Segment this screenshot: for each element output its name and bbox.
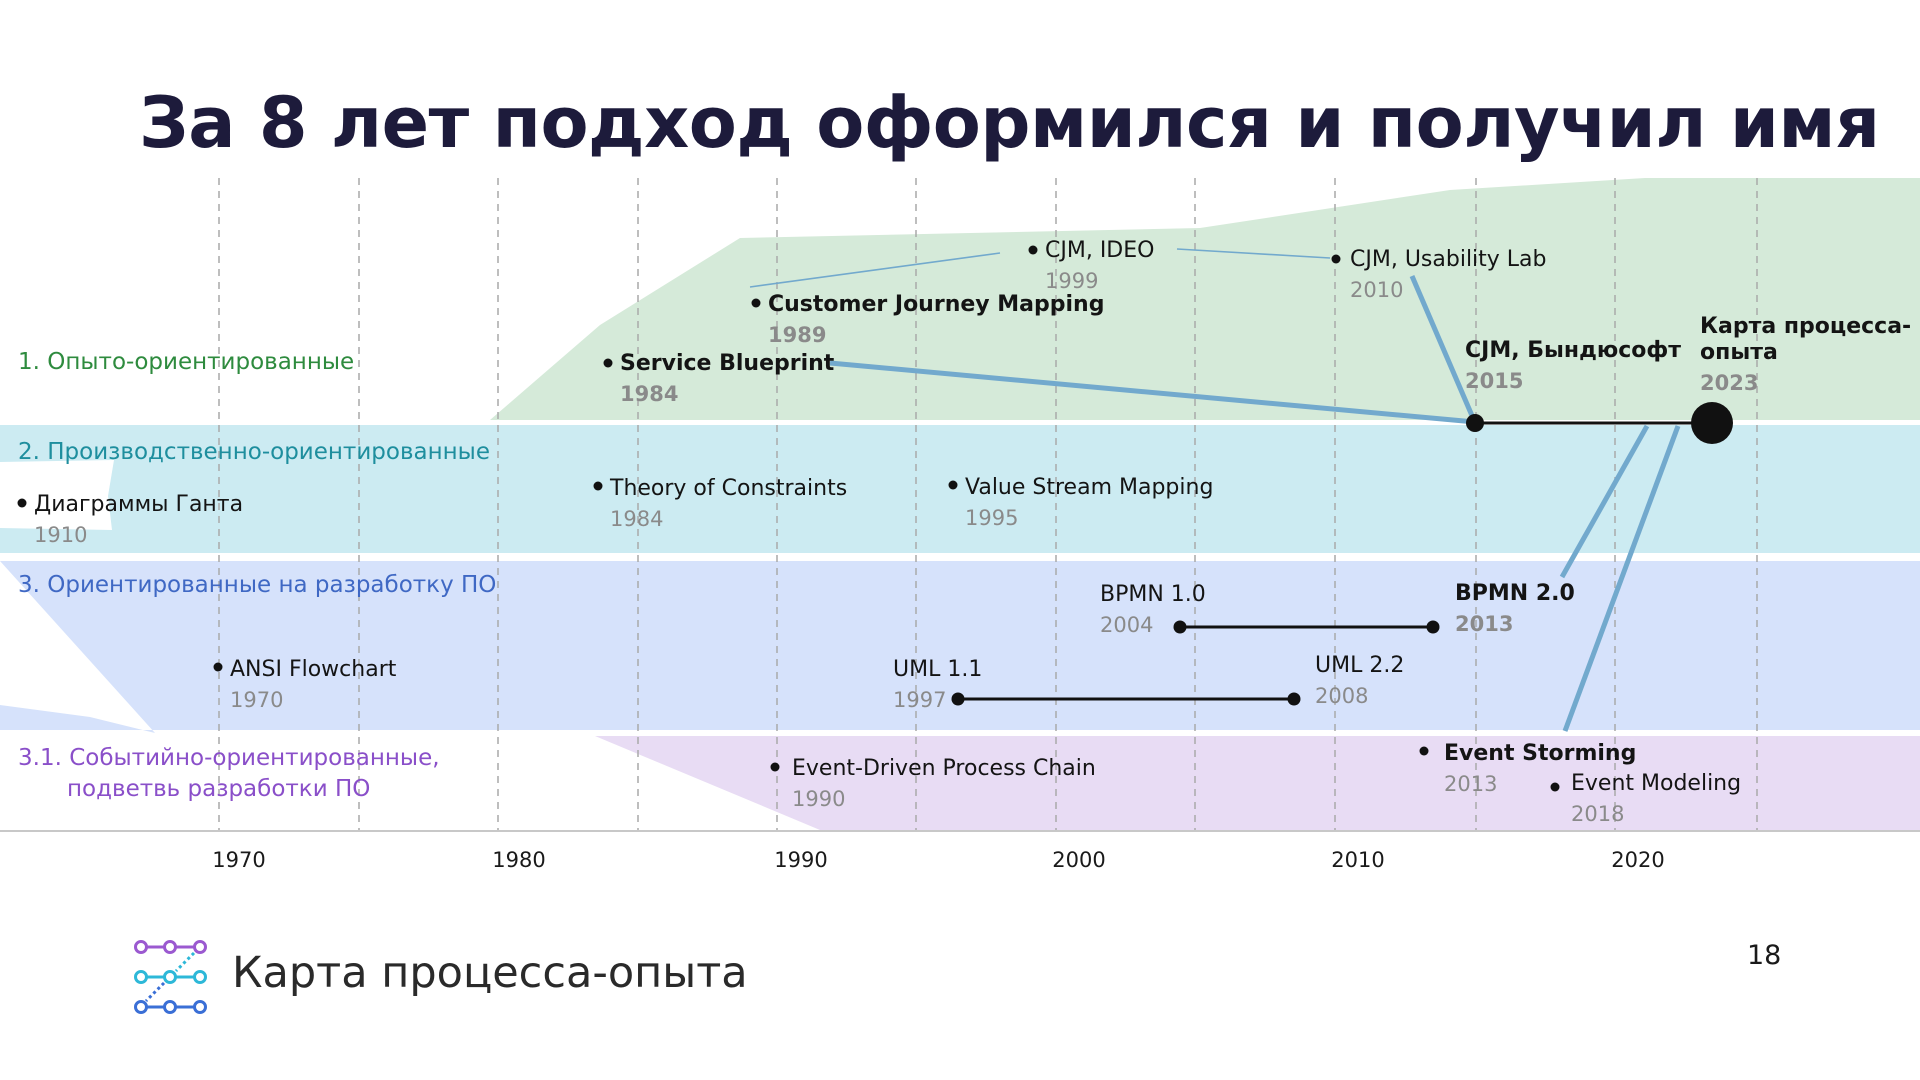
event-label-epc: Event-Driven Process Chain [792, 756, 1096, 781]
event-label-service-blueprint: Service Blueprint [620, 351, 835, 376]
connector-service-blueprint-to-byndyusoft [829, 360, 1476, 425]
dot-ansi [213, 662, 223, 672]
event-label-process-experience-map: Карта процесса- [1700, 314, 1911, 339]
event-year-customer-journey-mapping: 1989 [768, 323, 826, 347]
event-label-vsm: Value Stream Mapping [965, 475, 1213, 500]
event-label-bpmn2: BPMN 2.0 [1455, 581, 1575, 606]
dot-gantt [17, 498, 27, 508]
event-label-uml11: UML 1.1 [893, 657, 982, 682]
event-year-uml11: 1997 [893, 688, 946, 712]
event-label-uml22: UML 2.2 [1315, 653, 1404, 678]
connector-cjm-to-ideo [749, 252, 1001, 288]
lane-label-3: 3. Ориентированные на разработку ПО [18, 572, 496, 598]
lane-label-2: 2. Производственно-ориентированные [18, 439, 490, 465]
brand-name: Карта процесса-опыта [232, 948, 748, 998]
dot-service-blueprint [603, 358, 613, 368]
event-label-cjm-ideo: CJM, IDEO [1045, 238, 1154, 263]
dot-cjm-ideo [1028, 245, 1038, 255]
page-title: За 8 лет подход оформился и получил имя [139, 82, 1880, 164]
event-year-event-storming: 2013 [1444, 772, 1497, 796]
event-label-toc: Theory of Constraints [609, 476, 847, 501]
lane-label-4: 3.1. Событийно-ориентированные, [18, 745, 440, 771]
event-year-ansi: 1970 [230, 688, 283, 712]
lane1-background [490, 178, 1920, 420]
lane-label-1: 1. Опыто-ориентированные [18, 349, 354, 375]
event-label-event-storming: Event Storming [1444, 741, 1636, 766]
lane3-background [0, 561, 1920, 733]
event-year-event-modeling: 2018 [1571, 802, 1624, 826]
event-year-service-blueprint: 1984 [620, 382, 678, 406]
event-label-process-experience-map-line2: опыта [1700, 340, 1778, 365]
event-label-customer-journey-mapping: Customer Journey Mapping [768, 292, 1104, 317]
dot-customer-journey-mapping [751, 298, 761, 308]
year-gridlines [218, 178, 1758, 830]
dot-vsm [948, 480, 958, 490]
event-year-cjm-ideo: 1999 [1045, 269, 1098, 293]
event-label-event-modeling: Event Modeling [1571, 771, 1741, 796]
dot-event-storming [1419, 746, 1429, 756]
connectors [749, 248, 1681, 732]
event-year-process-experience-map: 2023 [1700, 371, 1758, 395]
page-number: 18 [1747, 940, 1782, 971]
event-year-vsm: 1995 [965, 506, 1018, 530]
dot-bpmn1 [1173, 620, 1187, 634]
dot-cjm-byndyusoft [1466, 414, 1484, 432]
lane-backgrounds [0, 178, 1920, 830]
connector-event-storming-to-final [1562, 425, 1681, 732]
event-year-bpmn1: 2004 [1100, 613, 1153, 637]
dot-epc [770, 762, 780, 772]
event-label-cjm-usability-lab: CJM, Usability Lab [1350, 247, 1547, 272]
event-year-epc: 1990 [792, 787, 845, 811]
event-label-gantt: Диаграммы Ганта [34, 492, 243, 517]
lane2-background [0, 425, 1920, 553]
event-year-cjm-byndyusoft: 2015 [1465, 369, 1523, 393]
event-year-toc: 1984 [610, 507, 663, 531]
event-label-cjm-byndyusoft: CJM, Бындюсофт [1465, 338, 1681, 363]
dot-uml22 [1287, 692, 1301, 706]
connector-bpmn2-to-final [1559, 424, 1650, 579]
axis-tick-1970: 1970 [212, 848, 265, 872]
connector-ideo-to-usability-lab [1176, 248, 1331, 259]
lane-label-4-line2: подветвь разработки ПО [67, 776, 370, 802]
event-year-uml22: 2008 [1315, 684, 1368, 708]
axis-tick-2020: 2020 [1611, 848, 1664, 872]
connector-usability-lab-to-byndyusoft [1409, 275, 1476, 419]
event-year-cjm-usability-lab: 2010 [1350, 278, 1403, 302]
timeline-diagram: 1. Опыто-ориентированные 2. Производстве… [0, 178, 1920, 872]
event-label-ansi: ANSI Flowchart [230, 657, 397, 682]
axis-tick-2000: 2000 [1052, 848, 1105, 872]
dot-bpmn1-end [1426, 620, 1440, 634]
dot-toc [593, 481, 603, 491]
range-lines [958, 421, 1712, 701]
dot-event-modeling [1550, 782, 1560, 792]
lane4-background [595, 736, 1920, 830]
axis-tick-1990: 1990 [774, 848, 827, 872]
event-year-bpmn2: 2013 [1455, 612, 1513, 636]
dot-cjm-usability-lab [1331, 254, 1341, 264]
event-year-gantt: 1910 [34, 523, 87, 547]
axis-tick-1980: 1980 [492, 848, 545, 872]
dot-uml11 [951, 692, 965, 706]
dot-process-experience-map [1691, 402, 1733, 444]
brand-logo-icon [134, 940, 207, 1014]
axis-tick-2010: 2010 [1331, 848, 1384, 872]
event-label-bpmn1: BPMN 1.0 [1100, 582, 1206, 607]
event-dots [17, 245, 1733, 792]
